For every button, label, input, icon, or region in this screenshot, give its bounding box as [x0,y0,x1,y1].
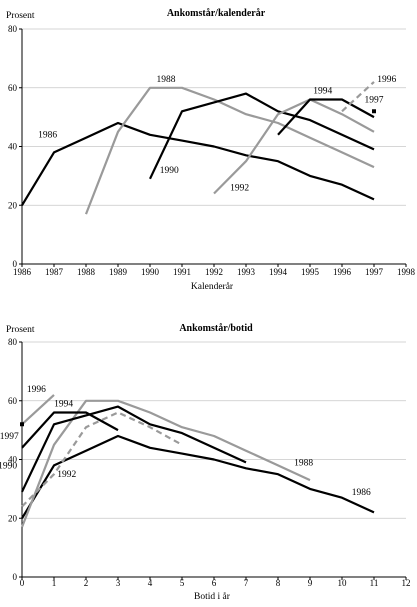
x-tick-label: 1992 [205,267,223,277]
x-tick-label: 1986 [13,267,32,277]
series-label-1997: 1997 [0,432,19,442]
series-label-1992: 1992 [230,184,249,194]
series-line-1992 [213,98,375,195]
series-label-1994: 1994 [313,87,332,97]
x-tick-label: 1993 [237,267,256,277]
x-axis-title: Kalenderår [191,281,234,292]
series-label-1994: 1994 [54,400,73,410]
y-tick-label: 40 [8,455,18,465]
series-line-1994 [277,98,375,136]
x-tick-label: 12 [402,578,411,588]
x-tick-label: 11 [370,578,379,588]
x-tick-label: 1988 [77,267,96,277]
y-tick-label: 60 [8,396,18,406]
series-line-1990 [21,405,247,493]
x-tick-label: 3 [116,578,121,588]
series-line-1986 [21,434,375,519]
x-tick-label: 1996 [333,267,352,277]
x-tick-label: 7 [244,578,249,588]
x-tick-label: 1997 [365,267,384,277]
x-tick-label: 1990 [141,267,160,277]
x-tick-label: 4 [148,578,153,588]
series-label-1988: 1988 [294,458,313,468]
series-label-1992: 1992 [57,470,76,480]
series-line-1986 [21,121,375,206]
x-axis-title: Botid i år [194,591,231,602]
series-label-1990: 1990 [0,461,17,471]
series-line-1996 [341,81,375,113]
x-tick-label: 1989 [109,267,128,277]
x-tick-label: 6 [212,578,217,588]
series-label-1988: 1988 [157,75,176,85]
series-label-1986: 1986 [38,131,57,141]
chart-title: Ankomstår/kalenderår [167,8,266,19]
y-tick-label: 60 [8,83,18,93]
x-tick-label: 1991 [173,267,191,277]
series-line-1988 [20,399,311,528]
x-tick-label: 1995 [301,267,320,277]
series-label-1997: 1997 [365,95,384,105]
series-line-1988 [84,86,375,215]
series-label-1986: 1986 [352,488,371,498]
series-label-1996: 1996 [27,385,46,395]
x-tick-label: 1998 [397,267,416,277]
y-tick-label: 80 [8,337,18,347]
series-line-1994 [21,411,119,449]
x-tick-label: 9 [308,578,313,588]
series-line-1996 [21,394,55,426]
y-tick-label: 80 [8,24,18,34]
y-tick-label: 40 [8,142,18,152]
series-label-1996: 1996 [377,75,396,85]
chart-title: Ankomstår/botid [179,323,253,334]
series-line-1990 [149,92,375,180]
y-tick-label: 0 [13,572,18,582]
chart-panel-1: 0 20 40 60 80 1986 1987 1988 1989 1990 1991 1992 199… [6,8,416,292]
y-tick-label: 20 [8,513,18,523]
x-tick-label: 1994 [269,267,288,277]
x-tick-label: 1987 [45,267,64,277]
x-tick-label: 8 [276,578,281,588]
x-tick-label: 1 [52,578,57,588]
series-label-1990: 1990 [160,166,179,176]
x-tick-label: 2 [84,578,89,588]
y-axis-title: Prosent [6,11,35,21]
series-marker-1997 [20,422,24,427]
y-tick-label: 0 [13,259,18,269]
x-tick-label: 10 [338,578,348,588]
y-tick-label: 20 [8,200,18,210]
y-axis-title: Prosent [6,325,35,335]
series-marker-1997 [372,109,376,114]
x-tick-label: 5 [180,578,185,588]
x-tick-label: 0 [20,578,25,588]
